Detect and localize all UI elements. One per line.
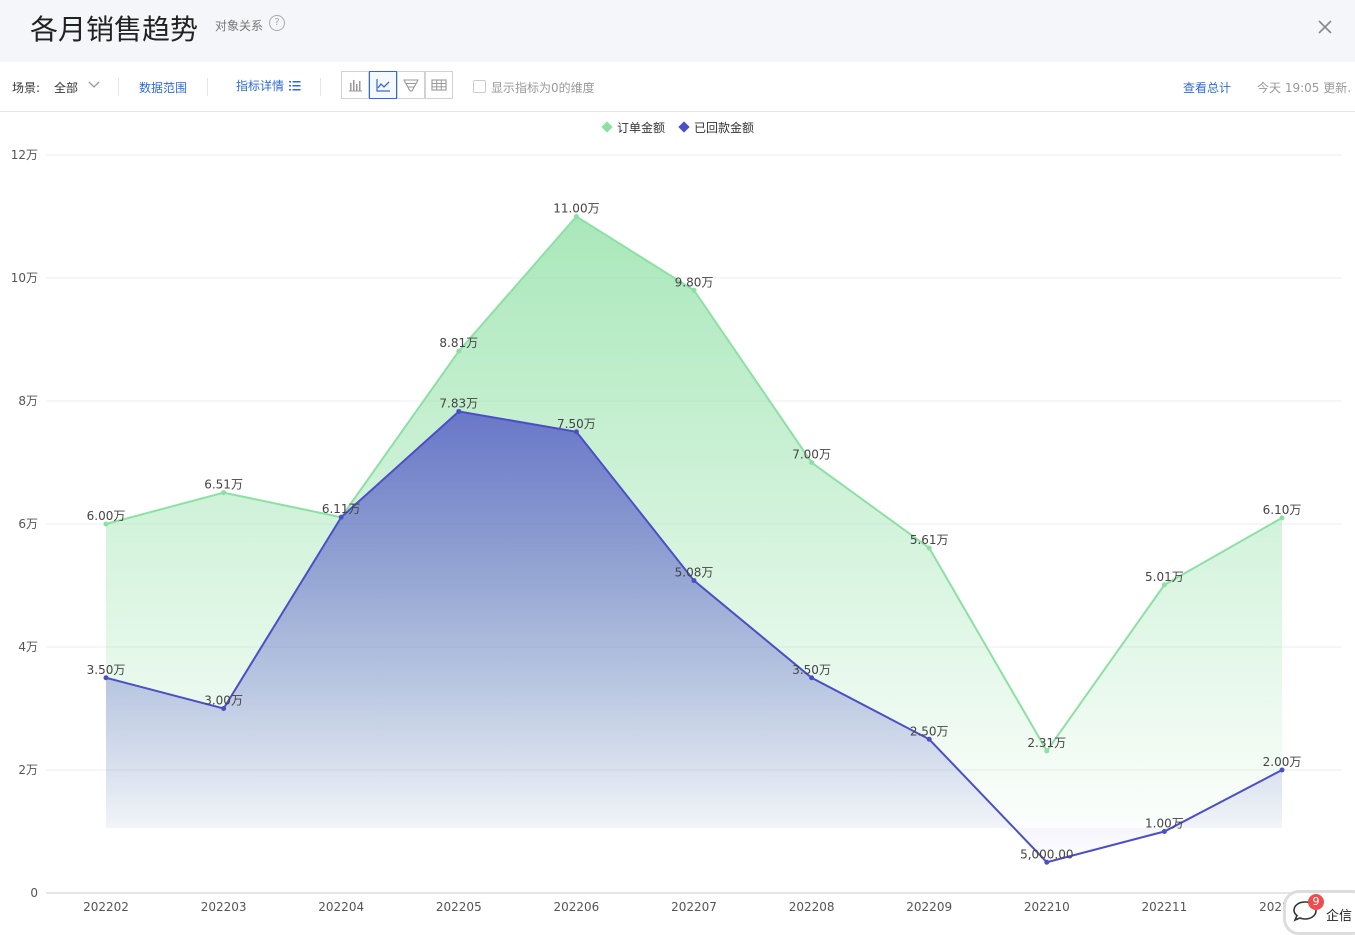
view-total-link[interactable]: 查看总计: [1183, 81, 1232, 95]
data-point[interactable]: [1161, 582, 1167, 588]
x-tick-label: 202203: [201, 900, 247, 914]
data-point[interactable]: [221, 706, 227, 711]
chevron-down-icon[interactable]: [88, 81, 100, 89]
legend-marker[interactable]: [601, 121, 613, 133]
notification-badge: 9: [1308, 894, 1324, 910]
toolbar: 场景: 全部 数据范围 指标详情: [0, 62, 1355, 112]
scene-select[interactable]: 全部: [54, 81, 79, 95]
data-label: 8.81万: [439, 336, 478, 350]
page-title: 各月销售趋势: [30, 13, 199, 46]
data-point[interactable]: [691, 578, 697, 584]
divider: [320, 78, 321, 96]
table-view-button[interactable]: [425, 71, 453, 99]
data-point[interactable]: [809, 460, 815, 465]
y-tick-label: 4万: [18, 640, 38, 654]
data-label: 11.00万: [553, 202, 599, 216]
help-icon[interactable]: ?: [269, 15, 285, 31]
bar-chart-button[interactable]: [341, 71, 369, 99]
legend-marker[interactable]: [678, 121, 690, 133]
data-label: 6.00万: [87, 509, 126, 523]
data-point[interactable]: [573, 214, 579, 219]
data-point[interactable]: [1044, 859, 1050, 865]
data-label: 3.50万: [792, 663, 831, 677]
data-point[interactable]: [1279, 515, 1285, 521]
data-label: 5.08万: [675, 566, 714, 580]
object-relation-label: 对象关系: [215, 19, 264, 33]
data-label: 2.00万: [1263, 755, 1302, 769]
data-point[interactable]: [1279, 767, 1285, 773]
data-label: 5,000.00: [1020, 847, 1073, 861]
show-zero-checkbox[interactable]: [473, 80, 486, 93]
x-tick-label: 202207: [671, 900, 717, 914]
x-tick-label: 202211: [1141, 900, 1187, 914]
funnel-icon: [403, 79, 419, 92]
sales-trend-chart: 6.00万 6.51万 6.11万 8.81万 11.00万 9.80万 7.00万 5.61…: [11, 120, 1342, 914]
divider: [118, 78, 119, 96]
bar-chart-icon: [349, 80, 362, 92]
x-tick-label: 202209: [906, 900, 952, 914]
data-label: 2.31万: [1027, 736, 1066, 750]
x-tick-label: 202208: [789, 900, 835, 914]
y-tick-label: 6万: [18, 517, 38, 531]
x-tick-label: 202204: [318, 900, 364, 914]
y-tick-label: 10万: [11, 271, 38, 285]
data-range-link[interactable]: 数据范围: [139, 81, 188, 95]
data-point[interactable]: [573, 429, 579, 435]
line-chart-button[interactable]: [369, 71, 397, 99]
funnel-chart-button[interactable]: [397, 71, 425, 99]
data-point[interactable]: [1161, 829, 1167, 834]
x-tick-label: 202205: [436, 900, 482, 914]
data-label: 1.00万: [1145, 817, 1184, 831]
line-chart-icon: [376, 79, 390, 92]
scene-label: 场景:: [12, 81, 41, 95]
chat-label: 企信: [1326, 909, 1353, 924]
y-tick-label: 2万: [18, 763, 38, 777]
divider: [207, 78, 208, 96]
series-area: [106, 411, 1282, 863]
data-label: 3.00万: [204, 694, 243, 708]
y-tick-label: 12万: [11, 148, 38, 162]
data-label: 7.83万: [439, 396, 478, 410]
data-label: 5.61万: [910, 533, 949, 547]
data-label: 6.11万: [322, 502, 361, 516]
data-label: 2.50万: [910, 724, 949, 738]
legend-label[interactable]: 订单金额: [617, 120, 665, 135]
data-label: 5.01万: [1145, 570, 1184, 584]
legend-label[interactable]: 已回款金额: [694, 120, 754, 135]
data-point[interactable]: [103, 675, 109, 681]
x-tick-label: 202206: [553, 900, 599, 914]
y-tick-label: 8万: [18, 394, 38, 408]
data-point[interactable]: [456, 348, 462, 354]
x-tick-label: 202202: [83, 900, 129, 914]
data-label: 7.50万: [557, 417, 596, 431]
dialog-header: 各月销售趋势 对象关系 ?: [0, 0, 1355, 62]
y-tick-label: 0: [30, 886, 38, 900]
data-point[interactable]: [809, 675, 815, 681]
data-point[interactable]: [691, 287, 697, 293]
close-icon[interactable]: [1314, 16, 1336, 38]
data-label: 9.80万: [675, 275, 714, 289]
data-label: 3.50万: [87, 663, 126, 677]
update-time: 今天 19:05 更新.: [1257, 81, 1352, 95]
data-label: 6.51万: [204, 478, 243, 492]
metric-detail-link[interactable]: 指标详情: [236, 79, 285, 93]
data-label: 7.00万: [792, 448, 831, 462]
data-point[interactable]: [926, 545, 932, 551]
data-point[interactable]: [1044, 748, 1050, 754]
data-point[interactable]: [221, 490, 227, 496]
x-tick-label: 202210: [1024, 900, 1070, 914]
data-point[interactable]: [926, 736, 932, 742]
show-zero-label: 显示指标为0的维度: [491, 81, 595, 95]
data-point[interactable]: [103, 521, 109, 527]
data-point[interactable]: [338, 514, 344, 520]
data-label: 6.10万: [1263, 503, 1302, 517]
data-point[interactable]: [456, 408, 462, 414]
list-icon[interactable]: [289, 80, 301, 91]
table-icon: [431, 79, 447, 91]
